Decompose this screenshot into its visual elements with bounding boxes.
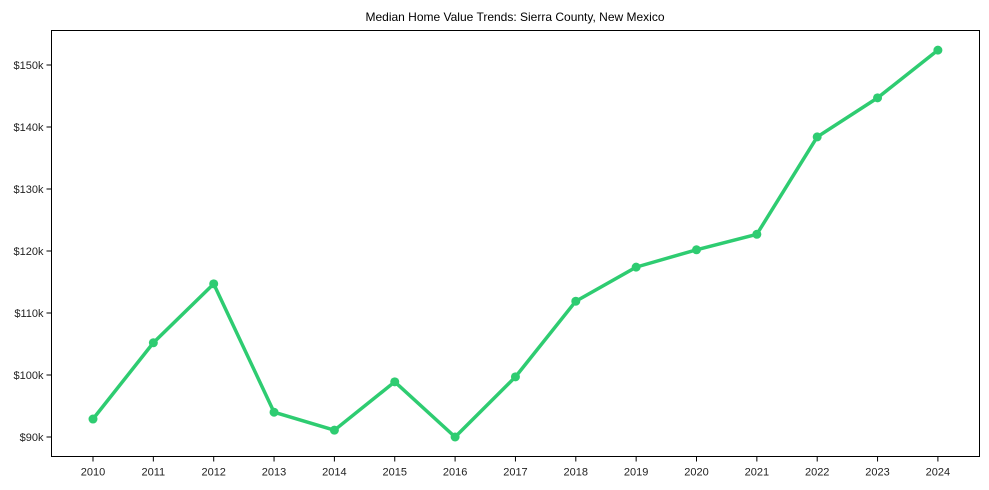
y-tick-label: $140k [14, 122, 44, 134]
x-tick-label: 2020 [684, 467, 708, 479]
data-point-marker [692, 245, 701, 255]
x-tick-label: 2021 [745, 467, 769, 479]
chart-title: Median Home Value Trends: Sierra County,… [365, 10, 664, 24]
x-tick-label: 2023 [865, 467, 889, 479]
axes-frame [51, 30, 980, 457]
x-tick-label: 2017 [503, 467, 527, 479]
y-tick-label: $110k [14, 308, 44, 320]
x-tick-label: 2011 [142, 467, 166, 479]
x-tick-label: 2014 [322, 467, 346, 479]
x-tick-label: 2024 [926, 467, 950, 479]
data-point-marker [873, 93, 883, 103]
x-tick-label: 2012 [201, 467, 225, 479]
y-tick-label: $100k [14, 370, 44, 382]
data-point-marker [148, 338, 158, 348]
data-point-marker [450, 432, 460, 442]
y-axis: $90k $100k $110k $120k $130k $140k $150k [14, 60, 52, 444]
data-point-marker [269, 407, 279, 417]
data-point-marker [752, 229, 762, 239]
plot-area [88, 45, 943, 442]
data-point-marker [390, 377, 400, 387]
data-point-marker [510, 372, 520, 382]
data-point-marker [812, 132, 822, 142]
data-point-marker [88, 414, 98, 424]
x-tick-label: 2015 [383, 467, 407, 479]
x-tick-label: 2018 [564, 467, 588, 479]
x-tick-label: 2013 [262, 467, 286, 479]
data-point-marker [329, 425, 339, 435]
x-tick-label: 2010 [81, 467, 105, 479]
x-tick-label: 2022 [805, 467, 829, 479]
x-axis: 2010 2011 2012 2013 2014 2015 2016 2017 2018 2019… [81, 456, 950, 479]
y-tick-label: $90k [20, 432, 44, 444]
y-tick-label: $120k [14, 246, 44, 258]
data-point-marker [209, 279, 219, 289]
x-tick-label: 2019 [624, 467, 648, 479]
data-point-marker [933, 45, 943, 55]
y-tick-label: $130k [14, 184, 44, 196]
data-point-marker [631, 262, 641, 272]
x-tick-label: 2016 [443, 467, 467, 479]
data-point-marker [571, 296, 581, 306]
y-tick-label: $150k [14, 60, 44, 72]
